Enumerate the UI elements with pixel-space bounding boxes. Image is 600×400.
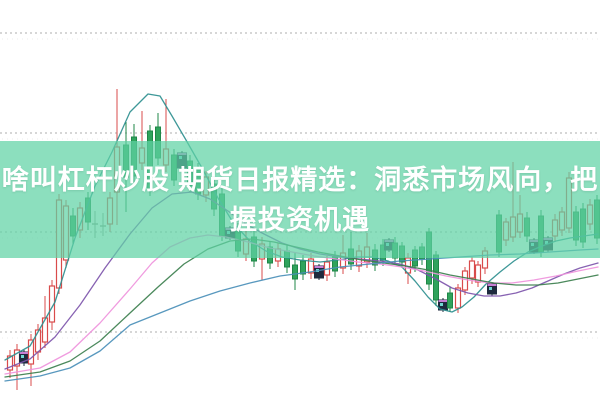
- candle-up: [41, 317, 49, 343]
- dark-marker-accent: [489, 287, 492, 290]
- dark-marker-stripe: [19, 352, 29, 354]
- candle-up: [307, 258, 315, 274]
- banner-title-line-2: 握投资机遇: [230, 205, 370, 235]
- candle-up: [6, 355, 14, 371]
- candle-down: [292, 264, 298, 280]
- ma-line-MA-fast-teal: [4, 93, 599, 361]
- dark-marker-accent: [440, 303, 443, 306]
- banner-title-line-1: 啥叫杠杆炒股 期货日报精选：洞悉市场风向，把: [1, 165, 599, 195]
- candle-up: [468, 260, 476, 279]
- dark-marker-stripe: [438, 300, 448, 302]
- dark-marker-stripe: [487, 284, 497, 286]
- candle-up: [34, 329, 42, 353]
- candle-up: [27, 339, 35, 365]
- candle-down: [300, 260, 306, 275]
- candle-down: [447, 292, 453, 309]
- candle-up: [454, 287, 462, 309]
- candle-up: [461, 270, 469, 291]
- dark-marker-accent: [21, 355, 24, 358]
- dark-marker-stripe: [314, 266, 324, 268]
- title-banner: 啥叫杠杆炒股 期货日报精选：洞悉市场风向，把 握投资机遇: [0, 141, 600, 258]
